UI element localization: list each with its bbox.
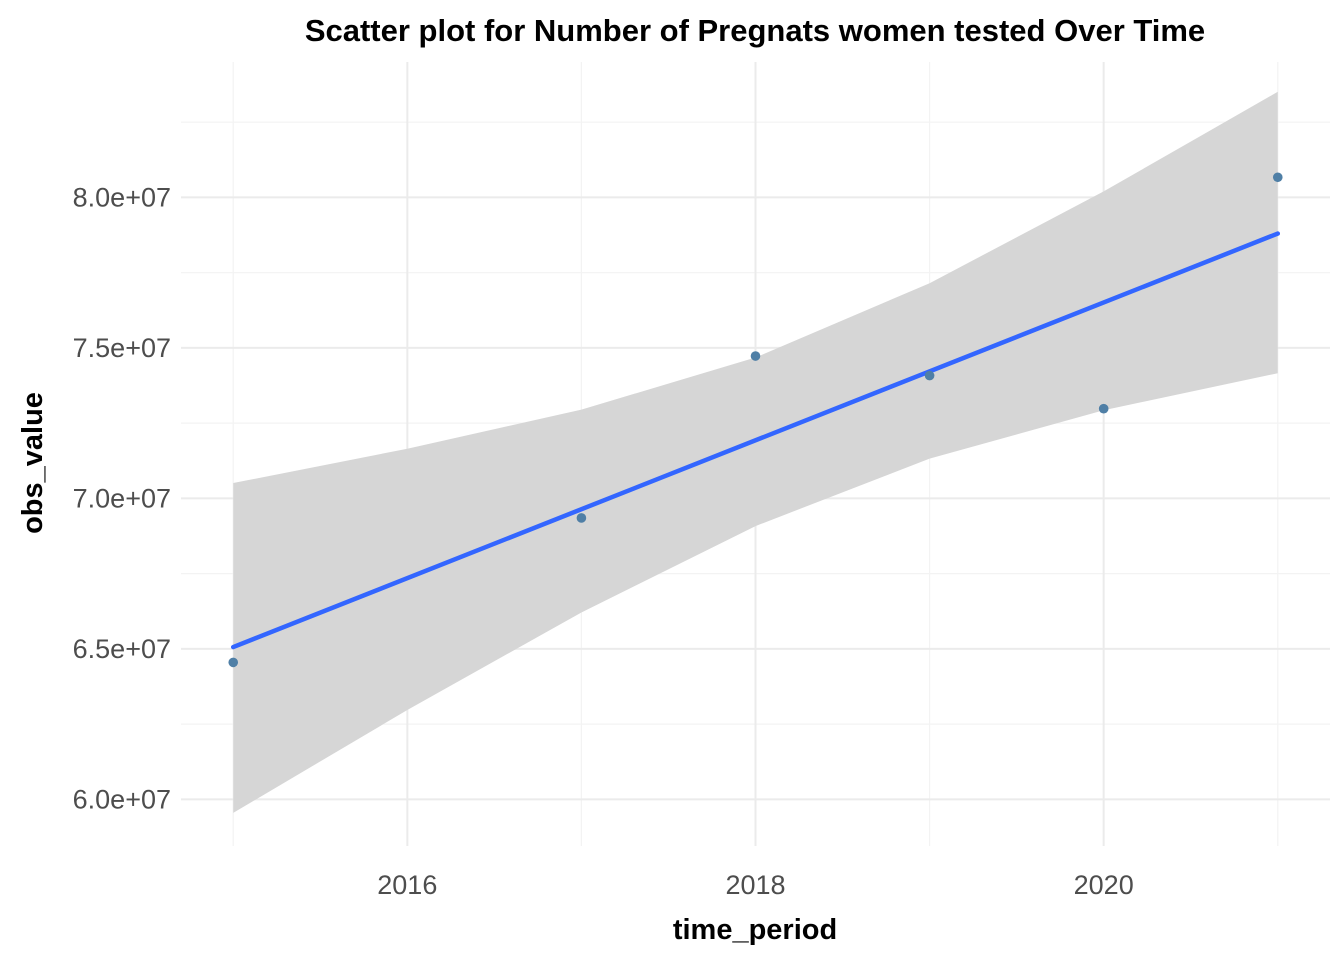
x-tick-label: 2018 [725,870,785,900]
points-layer [228,172,1283,668]
x-tick-label: 2020 [1074,870,1134,900]
data-point [750,351,761,361]
data-point [576,513,587,523]
trend-line [230,231,1281,650]
trend-line-layer [230,231,1281,650]
confidence-band-layer [233,91,1278,813]
data-point [228,657,239,668]
confidence-band [233,91,1278,813]
x-tick-labels: 2016 2018 2020 [377,870,1133,900]
data-point [1098,403,1109,414]
y-axis-title: obs_value [17,392,49,534]
y-tick-labels: 6.0e+07 6.5e+07 7.0e+07 7.5e+07 8.0e+07 [73,182,171,814]
x-tick-label: 2016 [377,870,437,900]
y-tick-label: 8.0e+07 [73,182,171,212]
y-tick-label: 7.0e+07 [73,483,171,513]
data-point [1272,172,1283,183]
y-tick-label: 7.5e+07 [73,333,171,363]
y-tick-label: 6.0e+07 [73,784,171,814]
chart-title: Scatter plot for Number of Pregnats wome… [305,13,1205,48]
data-point [924,370,935,381]
x-axis-title: time_period [673,914,837,946]
y-tick-label: 6.5e+07 [73,634,171,664]
